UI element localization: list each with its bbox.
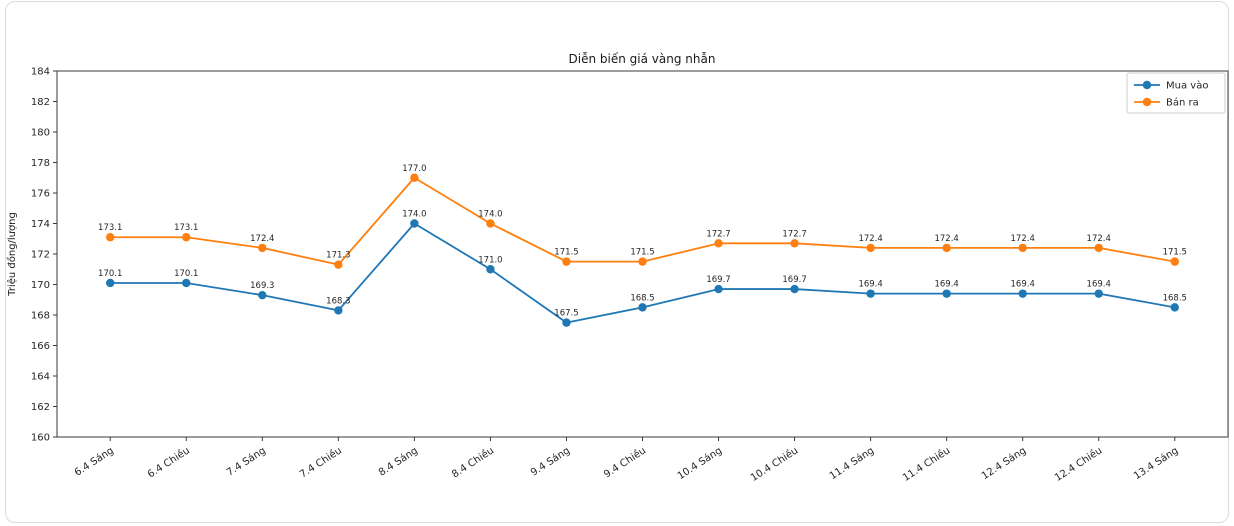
y-tick-label: 162 — [31, 402, 50, 413]
data-point — [106, 233, 115, 242]
data-point — [866, 289, 875, 298]
x-tick-label: 6.4 Chiều — [145, 444, 192, 480]
x-tick-label: 11.4 Chiều — [900, 444, 952, 484]
value-label: 177.0 — [402, 164, 426, 174]
value-label: 169.4 — [934, 280, 958, 290]
value-label: 171.3 — [326, 251, 350, 261]
y-tick-label: 176 — [31, 189, 50, 200]
value-label: 172.4 — [934, 234, 958, 244]
value-label: 169.7 — [782, 275, 806, 285]
data-point — [714, 284, 723, 294]
y-axis-label: Triệu đồng/lượng — [6, 212, 18, 297]
value-label: 170.1 — [174, 269, 198, 279]
value-label: 169.7 — [706, 275, 730, 285]
data-point — [410, 219, 419, 228]
x-tick-label: 12.4 Sáng — [979, 444, 1028, 482]
legend-box — [1126, 72, 1226, 114]
data-point — [182, 278, 191, 288]
x-tick-label: 10.4 Sáng — [675, 444, 724, 482]
data-point — [1018, 289, 1027, 298]
y-tick-label: 164 — [31, 372, 50, 383]
value-label: 169.4 — [858, 280, 882, 290]
data-point — [714, 239, 723, 248]
y-tick-label: 182 — [31, 97, 50, 108]
data-point — [258, 290, 267, 300]
data-point — [562, 257, 571, 266]
value-label: 171.5 — [554, 248, 578, 258]
value-label: 172.4 — [250, 234, 274, 244]
x-tick-label: 12.4 Chiều — [1053, 444, 1105, 484]
value-label: 171.0 — [478, 255, 502, 265]
x-tick-label: 7.4 Chiều — [297, 444, 344, 480]
x-tick-label: 7.4 Sáng — [224, 444, 268, 478]
value-label: 168.3 — [326, 296, 350, 306]
x-tick-label: 6.4 Sáng — [72, 444, 116, 478]
y-tick-label: 184 — [31, 67, 50, 78]
data-point — [638, 303, 647, 312]
data-point — [638, 257, 647, 266]
value-label: 174.0 — [402, 210, 426, 220]
y-tick-label: 170 — [31, 280, 50, 291]
data-point — [790, 284, 799, 294]
y-tick-label: 168 — [31, 311, 50, 322]
value-label: 169.4 — [1087, 280, 1111, 290]
value-label: 172.7 — [782, 229, 806, 239]
value-label: 174.0 — [478, 210, 502, 220]
x-tick-label: 9.4 Chiều — [602, 444, 649, 480]
data-point — [942, 243, 951, 253]
data-point — [1170, 257, 1179, 266]
value-label: 173.1 — [98, 223, 122, 233]
y-tick-label: 172 — [31, 250, 50, 261]
plot-area: 160 162 164 166 168 170 172 174 176 178 180 182 184 6… — [31, 67, 1229, 484]
data-point — [410, 173, 419, 182]
x-tick-label: 9.4 Sáng — [528, 444, 572, 478]
legend-marker — [1142, 97, 1152, 107]
data-point — [562, 318, 571, 327]
data-point — [258, 243, 267, 253]
value-label: 169.3 — [250, 281, 274, 291]
data-point — [106, 278, 115, 288]
y-tick-label: 178 — [31, 158, 50, 169]
data-point — [1170, 303, 1179, 312]
value-label: 172.7 — [706, 229, 730, 239]
x-tick-label: 8.4 Sáng — [376, 444, 420, 478]
value-label: 167.5 — [554, 309, 578, 319]
data-point — [1094, 243, 1103, 253]
data-point — [1018, 243, 1027, 253]
data-point — [486, 265, 495, 274]
x-tick-label: 11.4 Sáng — [827, 444, 876, 482]
y-tick-label: 174 — [31, 219, 50, 230]
data-point — [866, 243, 875, 253]
value-label: 171.5 — [630, 248, 654, 258]
data-point — [334, 260, 343, 269]
data-point — [182, 233, 191, 242]
data-point — [334, 306, 343, 315]
x-tick-label: 10.4 Chiều — [748, 444, 800, 484]
value-label: 168.5 — [1163, 293, 1187, 303]
value-label: 172.4 — [858, 234, 882, 244]
x-tick-label: 13.4 Sáng — [1131, 444, 1180, 482]
y-tick-label: 166 — [31, 341, 50, 352]
data-point — [942, 289, 951, 298]
value-label: 170.1 — [98, 269, 122, 279]
y-tick-label: 180 — [31, 128, 50, 139]
value-label: 169.4 — [1011, 280, 1035, 290]
value-label: 173.1 — [174, 223, 198, 233]
legend-label: Bán ra — [1166, 97, 1199, 109]
value-label: 172.4 — [1011, 234, 1035, 244]
value-label: 172.4 — [1087, 234, 1111, 244]
chart-title: Diễn biến giá vàng nhẫn — [569, 52, 716, 66]
value-label: 171.5 — [1163, 248, 1187, 258]
y-tick-label: 160 — [31, 433, 50, 444]
value-label: 168.5 — [630, 293, 654, 303]
x-tick-label: 8.4 Chiều — [450, 444, 497, 480]
data-point — [486, 219, 495, 228]
legend-marker — [1142, 80, 1152, 90]
legend-label: Mua vào — [1166, 80, 1208, 92]
data-point — [790, 239, 799, 248]
data-point — [1094, 289, 1103, 298]
